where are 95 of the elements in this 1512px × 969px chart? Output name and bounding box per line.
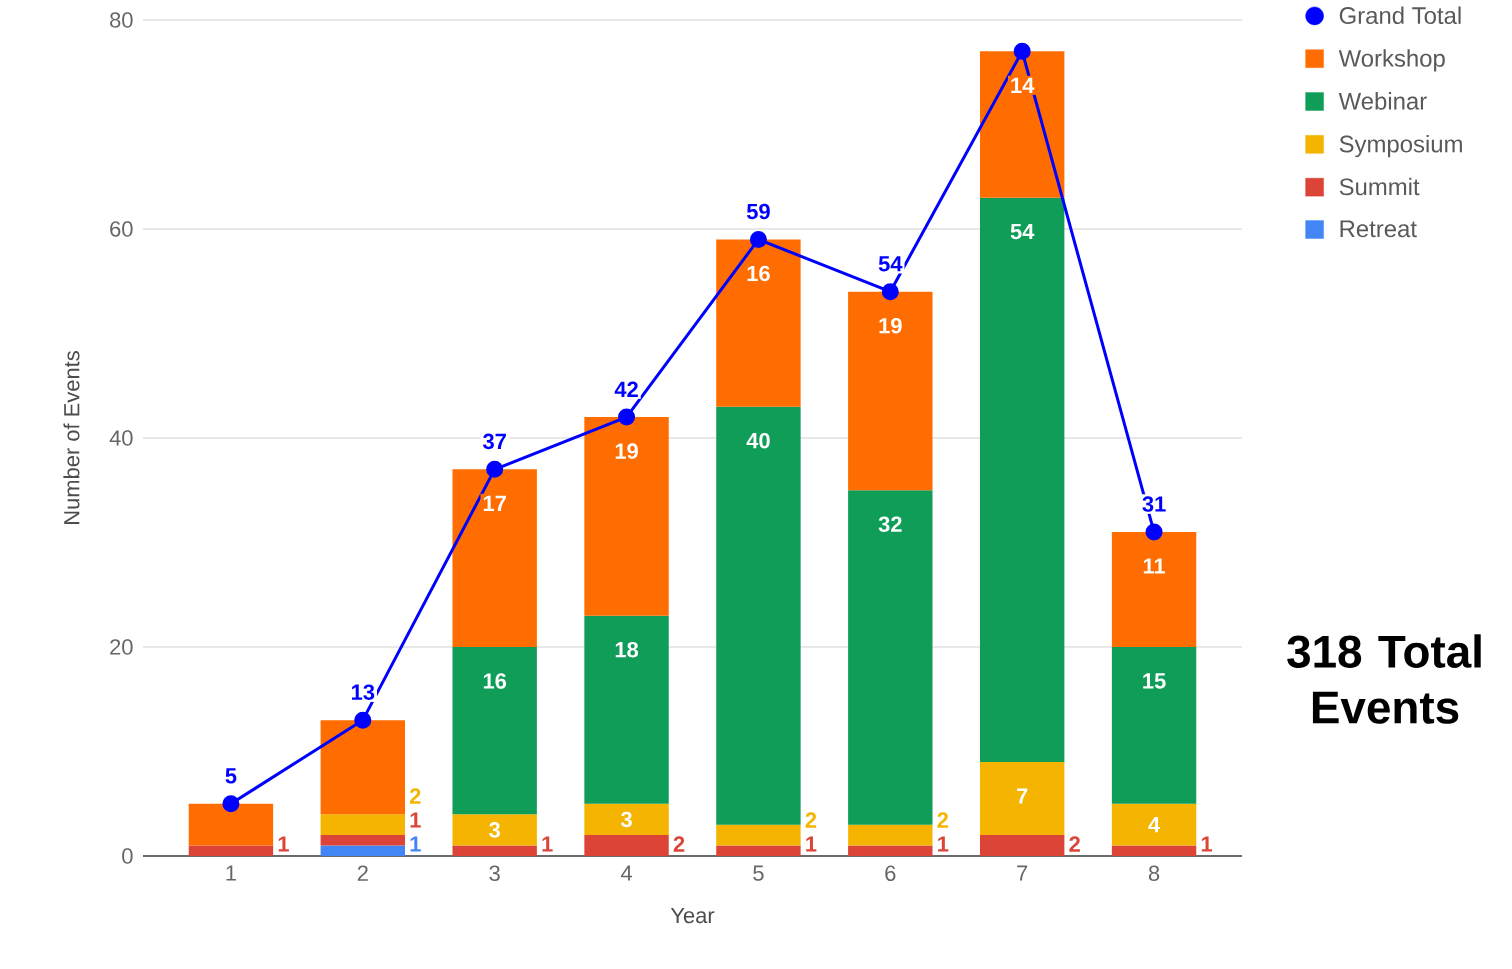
- point: [618, 408, 636, 426]
- bar: [452, 469, 537, 647]
- legend-label: Workshop: [1338, 49, 1445, 72]
- bar: [979, 197, 1065, 762]
- data-label: 19: [879, 317, 902, 334]
- bar: [848, 291, 933, 491]
- data-label: 1: [938, 836, 949, 852]
- y-tick-label: 20: [110, 639, 133, 655]
- x-tick-label: 6: [885, 865, 896, 882]
- bar: [320, 720, 405, 815]
- point: [1013, 42, 1031, 60]
- data-label: 2: [673, 836, 685, 852]
- data-label: 14: [1011, 77, 1035, 93]
- data-label: 1: [806, 836, 817, 852]
- legend-label: Grand Total: [1339, 6, 1461, 25]
- data-label: 1: [410, 836, 421, 852]
- point: [486, 460, 504, 478]
- legend-label: Webinar: [1338, 92, 1427, 110]
- x-tick-label: 1: [226, 865, 236, 881]
- data-label: 40: [746, 432, 770, 449]
- bar: [979, 835, 1065, 856]
- y-axis-title: Number of Events: [63, 351, 80, 524]
- x-axis-title: Year: [670, 907, 715, 924]
- data-label: 2: [1069, 836, 1080, 852]
- data-label: 54: [878, 256, 903, 272]
- x-tick-label: 2: [357, 865, 368, 881]
- data-label: 32: [878, 516, 902, 533]
- bar: [1111, 647, 1197, 804]
- data-label: 42: [614, 381, 638, 397]
- x-tick-label: 4: [620, 865, 632, 881]
- bar: [320, 814, 405, 836]
- point: [749, 230, 767, 248]
- bar: [1111, 532, 1197, 647]
- data-label: 3: [489, 822, 500, 838]
- point: [881, 283, 899, 301]
- data-label: 3: [620, 811, 632, 828]
- bar: [716, 239, 801, 407]
- bar: [320, 845, 405, 856]
- legend-label: Summit: [1339, 177, 1420, 196]
- data-label: 59: [746, 203, 770, 220]
- data-label: 31: [1142, 496, 1166, 512]
- bar: [979, 761, 1065, 836]
- data-label: 2: [409, 788, 421, 804]
- data-label: 16: [747, 265, 770, 282]
- data-label: 17: [483, 495, 506, 511]
- bar: [452, 647, 537, 815]
- bar: [979, 51, 1065, 198]
- point: [1145, 523, 1163, 541]
- data-label: 1: [542, 836, 553, 852]
- data-label: 19: [615, 443, 638, 459]
- bar: [452, 845, 537, 856]
- data-label: 1: [410, 812, 421, 828]
- bar: [188, 845, 274, 856]
- point: [222, 795, 240, 813]
- text: 318 Total Events: [1287, 634, 1481, 724]
- x-tick-label: 7: [1017, 865, 1028, 881]
- bar: [584, 417, 669, 616]
- bar: [584, 803, 669, 836]
- y-tick-label: 80: [110, 12, 133, 28]
- legend-label: Symposium: [1339, 134, 1462, 158]
- bar: [716, 824, 801, 846]
- y-tick-label: 60: [110, 221, 133, 237]
- data-label: 7: [1017, 788, 1028, 804]
- data-label: 11: [1143, 558, 1166, 574]
- y-tick-label: 0: [122, 848, 133, 864]
- bar: [716, 406, 801, 825]
- bar: [1111, 803, 1197, 846]
- bar: [848, 824, 933, 846]
- y-tick-label: 40: [109, 430, 133, 446]
- data-label: 5: [225, 768, 237, 784]
- bar: [584, 615, 669, 804]
- bar: [188, 803, 274, 846]
- data-label: 1: [278, 836, 289, 852]
- data-label: 2: [805, 812, 817, 828]
- data-label: 13: [351, 684, 375, 700]
- bar: [320, 835, 405, 846]
- bar: [452, 814, 537, 846]
- bar: [584, 835, 669, 856]
- x-tick-label: 3: [489, 865, 500, 882]
- data-label: 37: [482, 433, 506, 450]
- data-label: 18: [615, 641, 639, 658]
- data-label: 1: [1201, 836, 1213, 852]
- point: [354, 711, 372, 729]
- data-label: 15: [1143, 673, 1166, 689]
- legend-label: Retreat: [1340, 220, 1417, 238]
- bar: [1111, 845, 1197, 856]
- data-label: 16: [483, 673, 507, 689]
- bar: [716, 845, 801, 856]
- data-label: 2: [937, 812, 949, 828]
- x-tick-label: 8: [1148, 865, 1160, 882]
- x-tick-label: 5: [753, 865, 764, 881]
- data-label: 54: [1010, 224, 1035, 240]
- bar: [848, 845, 933, 856]
- data-label: 4: [1148, 817, 1161, 833]
- bar: [848, 490, 933, 825]
